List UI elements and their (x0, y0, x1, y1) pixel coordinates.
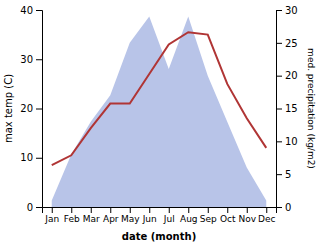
x-tick-mark (149, 207, 150, 213)
x-tick-label: Feb (64, 214, 80, 224)
chart: Jan FebMarAprMayJun Jul AugSepOctNovDec 0 10 2… (0, 0, 318, 247)
y2-tick: 5 (276, 169, 291, 180)
y2-tick-label: 5 (285, 169, 291, 180)
y2-tick: 0 (276, 202, 291, 213)
y-tick: 20 (20, 103, 42, 114)
y2-tick-label: 20 (285, 70, 298, 81)
y2-tick-label: 15 (285, 103, 298, 114)
x-axis-line (43, 208, 277, 214)
y2-tick-mark (276, 141, 282, 142)
x-tick-label: Jan (44, 214, 59, 224)
x-tick-label: Nov (238, 214, 256, 224)
x-tick: Jun (142, 207, 157, 224)
y-axis-title: max temp (C) (3, 74, 14, 143)
y-tick-mark (36, 109, 42, 110)
x-tick: Jan (44, 207, 59, 224)
x-tick-mark (91, 207, 92, 213)
x-tick-mark (169, 207, 170, 213)
y-tick-mark (36, 207, 42, 208)
y2-axis: 0 5 10 15 20 25 30 (276, 5, 298, 213)
y-axis-line (36, 11, 43, 208)
y2-tick-mark (276, 76, 282, 77)
x-tick-label: May (121, 214, 140, 224)
x-tick: Oct (220, 207, 236, 224)
x-tick-mark (208, 207, 209, 213)
y2-tick: 25 (276, 38, 298, 49)
y-tick: 30 (20, 54, 42, 65)
y2-tick-label: 25 (285, 38, 298, 49)
x-tick-mark (110, 207, 111, 213)
x-tick-mark (227, 207, 228, 213)
area (52, 17, 267, 207)
x-tick-label: Dec (258, 214, 275, 224)
y2-tick: 20 (276, 70, 298, 81)
y2-axis-line (277, 11, 283, 208)
x-tick-mark (247, 207, 248, 213)
x-tick: Dec (258, 207, 275, 224)
line (52, 32, 267, 165)
x-tick-mark (71, 207, 72, 213)
y2-tick-mark (276, 43, 282, 44)
y-tick: 40 (20, 5, 42, 16)
x-tick: Feb (64, 207, 80, 224)
plot: Jan FebMarAprMayJun Jul AugSepOctNovDec 0 10 2… (3, 5, 316, 242)
y-tick-label: 10 (20, 152, 33, 163)
x-tick-label: Apr (103, 214, 119, 224)
y2-axis-title: med. precipitation (kg/m2) (306, 48, 316, 169)
y2-tick-label: 0 (285, 202, 291, 213)
x-tick-label: Oct (220, 214, 236, 224)
y-tick-label: 20 (20, 103, 33, 114)
y-tick-mark (36, 59, 42, 60)
x-tick-label: Aug (180, 214, 198, 224)
y-tick-label: 30 (20, 54, 33, 65)
x-tick-label: Jun (142, 214, 157, 224)
x-tick: Apr (103, 207, 119, 224)
y-tick: 0 (27, 202, 42, 213)
y2-tick-mark (276, 109, 282, 110)
x-tick-mark (130, 207, 131, 213)
x-tick: May (121, 207, 140, 224)
y2-tick: 30 (276, 5, 298, 16)
x-tick-mark (188, 207, 189, 213)
y2-tick: 10 (276, 136, 298, 147)
y-tick-mark (36, 158, 42, 159)
y2-tick-mark (276, 207, 282, 208)
y2-tick-mark (276, 10, 282, 11)
y2-tick-mark (276, 174, 282, 175)
y-tick-mark (36, 10, 42, 11)
y2-tick-label: 10 (285, 136, 298, 147)
x-tick-label: Sep (200, 214, 217, 224)
x-tick: Sep (200, 207, 217, 224)
x-tick: Mar (83, 207, 100, 224)
y2-tick: 15 (276, 103, 298, 114)
x-tick-label: Mar (83, 214, 100, 224)
marks (52, 17, 267, 207)
y-tick-label: 40 (20, 5, 33, 16)
y-tick: 10 (20, 152, 42, 163)
x-tick-label: Jul (163, 214, 175, 224)
x-tick-mark (52, 207, 53, 213)
y2-tick-label: 30 (285, 5, 298, 16)
x-tick: Jul (163, 207, 175, 224)
x-axis: Jan FebMarAprMayJun Jul AugSepOctNovDec (43, 207, 277, 224)
y-tick-label: 0 (27, 202, 33, 213)
x-tick-mark (266, 207, 267, 213)
y-axis: 0 10 20 30 40 (20, 5, 42, 213)
x-tick: Aug (180, 207, 198, 224)
x-tick: Nov (238, 207, 256, 224)
x-axis-title: date (month) (122, 231, 196, 242)
